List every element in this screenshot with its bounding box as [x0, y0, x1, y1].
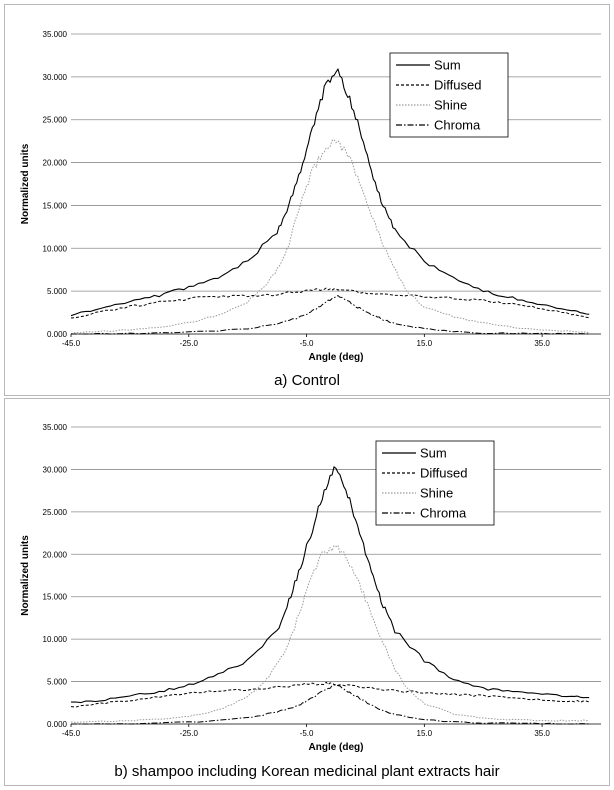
caption-shampoo: b) shampoo including Korean medicinal pl…	[114, 763, 500, 780]
series-line-diffused	[70, 287, 590, 319]
legend-box	[375, 440, 495, 526]
series-line-sum	[70, 466, 590, 704]
x-tick-label: -45.0	[62, 339, 81, 348]
y-tick-label: 10.000	[43, 244, 68, 253]
legend-label-shine: Shine	[434, 98, 467, 113]
legend-label-sum: Sum	[434, 58, 461, 73]
chart-panel-shampoo: 0.000 5.000 10.000 15.000 20.000 25.000 30.000…	[4, 398, 610, 786]
series-line-shine	[70, 544, 590, 723]
y-tick-label: 25.000	[43, 116, 68, 125]
y-tick-label: 20.000	[43, 159, 68, 168]
y-tick-label: 10.000	[43, 635, 68, 644]
chart-shampoo: 0.000 5.000 10.000 15.000 20.000 25.000 30.000…	[20, 423, 601, 753]
chart-control: 0.000 5.000 10.000 15.000 20.000 25.000 30.000…	[20, 30, 601, 363]
series-line-diffused	[70, 681, 590, 708]
legend-label-diffused: Diffused	[434, 78, 481, 93]
x-axis-title: Angle (deg)	[309, 352, 364, 363]
series-line-shine	[70, 139, 590, 335]
y-axis-title: Normalized units	[20, 535, 31, 616]
y-tick-label: 30.000	[43, 73, 68, 82]
x-axis-title: Angle (deg)	[309, 742, 364, 753]
x-tick-label: 15.0	[417, 339, 433, 348]
legend-label-diffused: Diffused	[420, 466, 467, 481]
legend-box	[389, 52, 509, 138]
legend-label-sum: Sum	[420, 446, 447, 461]
x-tick-label: 35.0	[534, 339, 550, 348]
y-tick-label: 0.000	[47, 330, 68, 339]
x-tick-label: -5.0	[300, 339, 314, 348]
y-axis-title: Normalized units	[20, 143, 31, 224]
x-tick-label: -5.0	[300, 729, 314, 738]
y-tick-label: 5.000	[47, 678, 68, 687]
legend-label-chroma: Chroma	[420, 506, 467, 521]
x-tick-label: 35.0	[534, 729, 550, 738]
series-line-chroma	[71, 295, 590, 335]
y-tick-label: 15.000	[43, 593, 68, 602]
y-tick-label: 5.000	[47, 287, 68, 296]
y-tick-label: 20.000	[43, 550, 68, 559]
legend-label-shine: Shine	[420, 486, 453, 501]
x-tick-label: -25.0	[180, 729, 199, 738]
y-tick-label: 35.000	[43, 30, 68, 39]
series-line-sum	[70, 68, 590, 317]
x-tick-label: -25.0	[180, 339, 199, 348]
y-tick-label: 0.000	[47, 720, 68, 729]
x-tick-label: 15.0	[417, 729, 433, 738]
y-tick-label: 35.000	[43, 423, 68, 432]
series-line-chroma	[71, 684, 590, 725]
chart-panel-control: 0.000 5.000 10.000 15.000 20.000 25.000 30.000…	[4, 4, 610, 396]
x-tick-label: -45.0	[62, 729, 81, 738]
y-tick-label: 25.000	[43, 508, 68, 517]
y-tick-label: 15.000	[43, 201, 68, 210]
caption-control: a) Control	[274, 372, 340, 389]
legend-label-chroma: Chroma	[434, 118, 481, 133]
y-tick-label: 30.000	[43, 465, 68, 474]
